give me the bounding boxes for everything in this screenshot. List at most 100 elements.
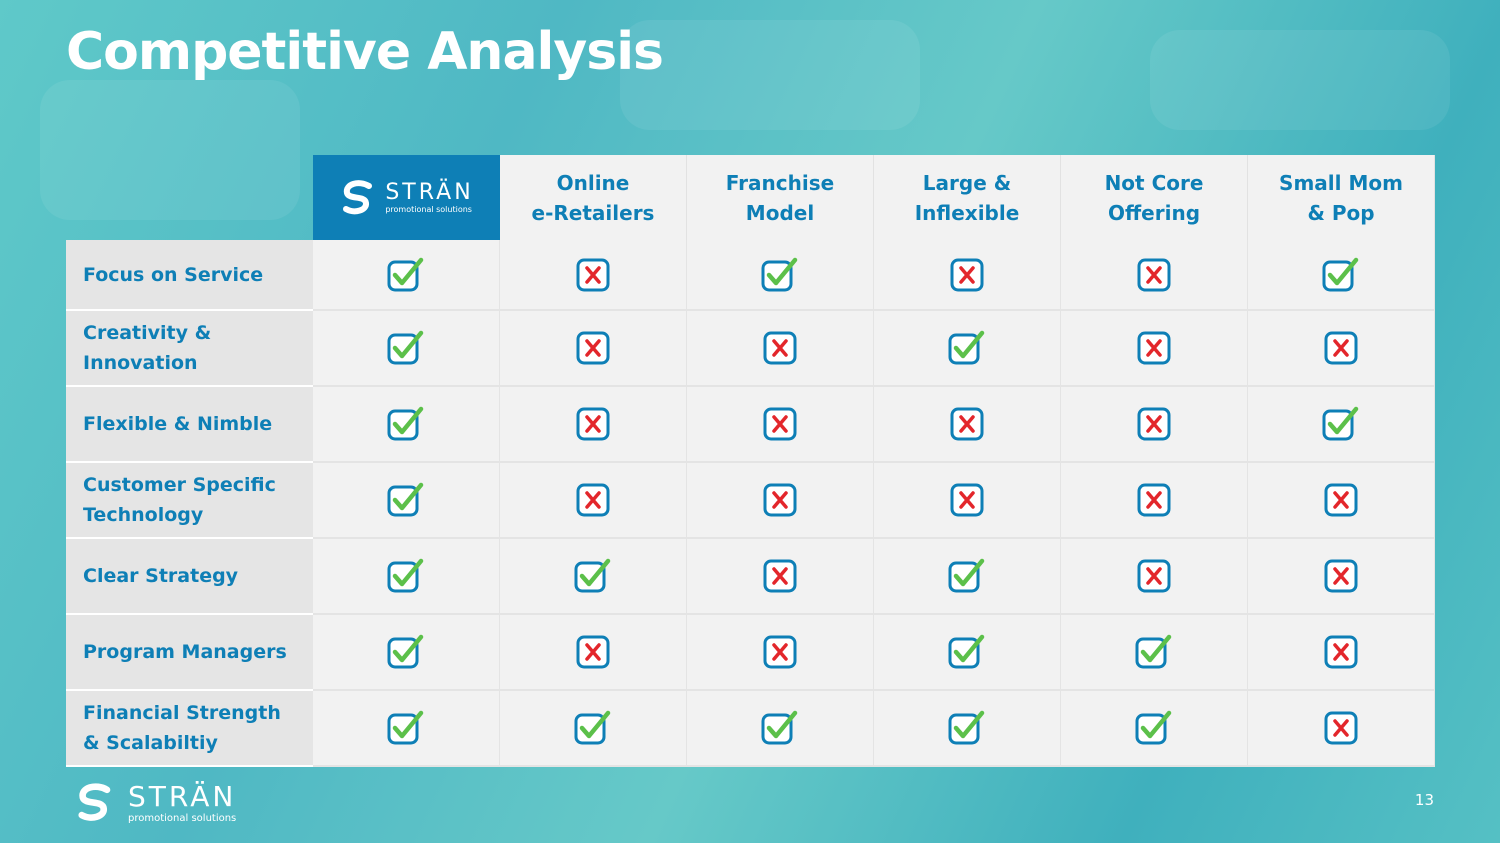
table-cell — [313, 539, 500, 615]
column-header: Franchise Model — [687, 155, 874, 240]
table-cell — [313, 691, 500, 767]
checkbox-cross-icon — [576, 258, 610, 291]
table-cell — [1248, 615, 1435, 691]
checkbox-cross-icon — [1137, 258, 1171, 291]
table-cell — [500, 539, 687, 615]
table-cell — [874, 463, 1061, 539]
table-cell — [1061, 539, 1248, 615]
checkbox-cross-icon — [1137, 407, 1171, 441]
background-shape — [1150, 30, 1450, 130]
table-cell — [1248, 539, 1435, 615]
comparison-table: STRÄN promotional solutions Online e-Ret… — [66, 155, 1435, 767]
checkbox-checked-icon — [387, 634, 424, 669]
column-header: Online e-Retailers — [500, 155, 687, 240]
checkbox-checked-icon — [761, 710, 798, 745]
table-cell — [874, 387, 1061, 463]
row-label: Program Managers — [66, 615, 313, 691]
footer-brand-tagline: promotional solutions — [128, 812, 237, 824]
table-cell — [1061, 240, 1248, 311]
table-cell — [1061, 311, 1248, 387]
column-header-label: Not Core Offering — [1104, 170, 1204, 225]
table-cell — [1248, 387, 1435, 463]
checkbox-checked-icon — [948, 558, 985, 593]
checkbox-checked-icon — [387, 558, 424, 593]
checkbox-cross-icon — [950, 407, 984, 441]
table-cell — [874, 539, 1061, 615]
stran-s-logo-icon — [78, 783, 111, 821]
checkbox-cross-icon — [576, 635, 610, 669]
table-cell — [1061, 615, 1248, 691]
checkbox-cross-icon — [1324, 483, 1358, 517]
checkbox-checked-icon — [387, 710, 424, 745]
table-cell — [313, 463, 500, 539]
checkbox-cross-icon — [1137, 331, 1171, 365]
table-cell — [313, 311, 500, 387]
column-header: Not Core Offering — [1061, 155, 1248, 240]
row-label-text: Customer Specific Technology — [83, 474, 276, 526]
table-cell — [874, 615, 1061, 691]
row-label-text: Flexible & Nimble — [83, 413, 273, 435]
checkbox-cross-icon — [1324, 331, 1358, 365]
checkbox-cross-icon — [950, 258, 984, 291]
checkbox-cross-icon — [763, 635, 797, 669]
checkbox-cross-icon — [763, 559, 797, 593]
table-cell — [500, 615, 687, 691]
table-cell — [874, 240, 1061, 311]
checkbox-checked-icon — [1322, 406, 1359, 441]
row-label-text: Program Managers — [83, 641, 287, 663]
row-label: Flexible & Nimble — [66, 387, 313, 463]
checkbox-checked-icon — [387, 406, 424, 441]
table-cell — [500, 240, 687, 311]
table-cell — [687, 387, 874, 463]
checkbox-cross-icon — [763, 483, 797, 517]
column-header-label: Franchise Model — [725, 170, 835, 225]
checkbox-checked-icon — [387, 482, 424, 517]
row-label-text: Financial Strength & Scalabiltiy — [83, 702, 281, 754]
header-brand-tagline: promotional solutions — [385, 204, 472, 214]
table-cell — [1248, 311, 1435, 387]
table-cell — [1248, 691, 1435, 767]
checkbox-checked-icon — [574, 558, 611, 593]
table-cell — [500, 463, 687, 539]
table-cell — [313, 615, 500, 691]
checkbox-cross-icon — [1324, 711, 1358, 745]
checkbox-cross-icon — [576, 331, 610, 365]
table-cell — [687, 539, 874, 615]
checkbox-checked-icon — [1135, 710, 1172, 745]
table-cell — [687, 240, 874, 311]
header-brand-name: STRÄN — [385, 179, 474, 205]
table-cell — [313, 240, 500, 311]
table-cell — [687, 691, 874, 767]
checkbox-cross-icon — [763, 407, 797, 441]
table-cell — [1061, 463, 1248, 539]
column-header-label: Large & Inflexible — [914, 170, 1020, 225]
table-cell — [313, 387, 500, 463]
column-header: Large & Inflexible — [874, 155, 1061, 240]
checkbox-cross-icon — [1137, 559, 1171, 593]
footer-logo: STRÄN promotional solutions — [72, 781, 236, 825]
background-shape — [620, 20, 920, 130]
checkbox-cross-icon — [763, 331, 797, 365]
row-label-text: Creativity & Innovation — [83, 322, 212, 374]
footer-brand-name: STRÄN — [128, 779, 237, 813]
table-cell — [1061, 691, 1248, 767]
checkbox-cross-icon — [950, 483, 984, 517]
checkbox-checked-icon — [761, 257, 798, 291]
background-shape — [40, 80, 300, 220]
checkbox-checked-icon — [574, 710, 611, 745]
column-header: Small Mom & Pop — [1248, 155, 1435, 240]
row-label-text: Clear Strategy — [83, 565, 239, 587]
table-cell — [1248, 463, 1435, 539]
table-cell — [687, 463, 874, 539]
column-header-label: Small Mom & Pop — [1279, 170, 1403, 225]
checkbox-checked-icon — [1322, 257, 1359, 291]
table-cell — [874, 691, 1061, 767]
table-cell — [1061, 387, 1248, 463]
checkbox-checked-icon — [1135, 634, 1172, 669]
checkbox-checked-icon — [387, 330, 424, 365]
checkbox-cross-icon — [576, 483, 610, 517]
table-cell — [874, 311, 1061, 387]
checkbox-cross-icon — [1324, 635, 1358, 669]
stran-s-logo-icon — [343, 179, 373, 214]
table-cell — [687, 615, 874, 691]
